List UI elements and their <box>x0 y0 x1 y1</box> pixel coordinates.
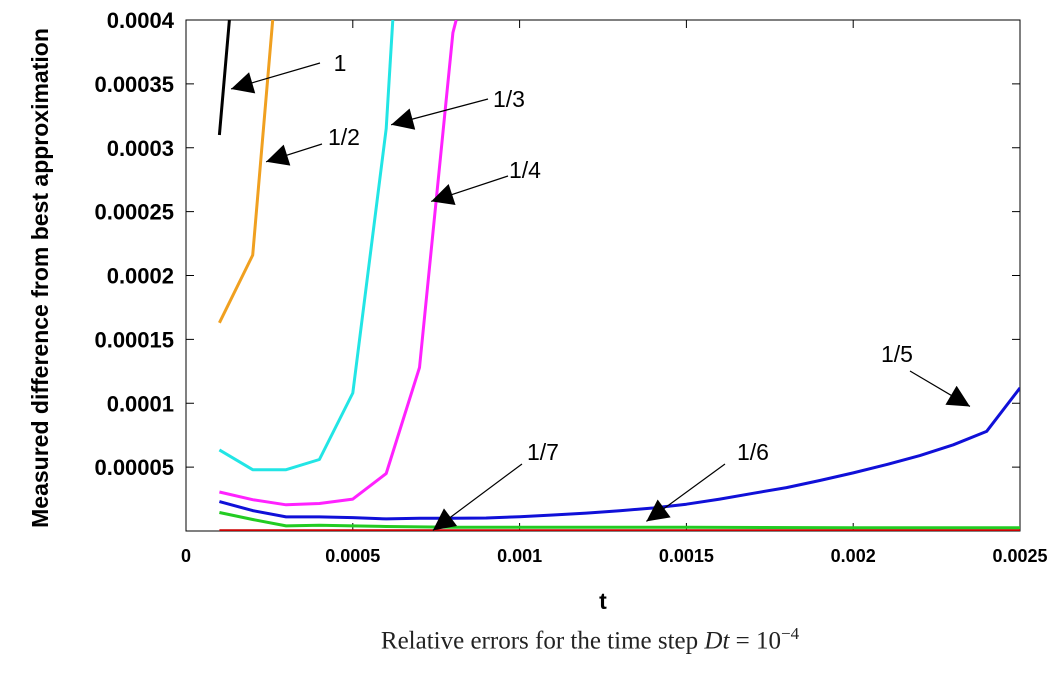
y-tick-label: 0.0001 <box>107 391 174 416</box>
figure-caption: Relative errors for the time step Dt = 1… <box>0 624 1064 655</box>
x-tick-label: 0 <box>181 546 191 566</box>
y-tick-label: 0.0004 <box>107 8 175 33</box>
x-tick-label: 0.0015 <box>659 546 714 566</box>
annotation-label: 1/3 <box>493 86 525 112</box>
annotation-arrow <box>230 62 321 94</box>
plot-frame <box>185 19 1021 532</box>
annotation-label: 1/4 <box>509 157 541 183</box>
annotation-arrow <box>909 370 971 407</box>
series-line-4 <box>219 20 458 507</box>
caption-prefix: Relative errors for the time step <box>380 627 705 655</box>
ticks: 0 0.0005 0.001 0.0015 0.002 0.0025 0.00005 0.00… <box>94 8 1047 566</box>
annotation-arrow <box>432 463 523 531</box>
annotation-arrow <box>265 143 323 166</box>
y-tick-label: 0.0002 <box>107 264 174 289</box>
annotation-label: 1/7 <box>527 439 559 465</box>
series-line-1 <box>217 20 231 136</box>
series-line-5 <box>219 386 1020 521</box>
caption-equals: = 10 <box>729 627 781 655</box>
y-tick-label: 0.00035 <box>94 72 174 97</box>
annotation-label: 1/2 <box>328 124 360 150</box>
x-tick-label: 0.001 <box>497 546 542 566</box>
annotations: 1 1/2 1/3 1/4 1/5 1/6 1/7 <box>230 50 971 531</box>
series-line-3 <box>218 20 395 472</box>
x-tick-label: 0.0025 <box>992 546 1047 566</box>
plot-area <box>185 19 1021 532</box>
series-line-6 <box>219 511 1020 530</box>
y-tick-label: 0.0003 <box>107 136 174 161</box>
x-tick-label: 0.002 <box>831 546 876 566</box>
annotation-arrow <box>391 98 489 130</box>
caption-variable: Dt <box>704 627 730 655</box>
y-tick-label: 0.00025 <box>94 200 174 225</box>
annotation-label: 1 <box>334 50 347 76</box>
series-layer <box>217 20 1020 531</box>
x-tick-label: 0.0005 <box>325 546 380 566</box>
y-tick-label: 0.00015 <box>94 327 174 352</box>
annotation-arrow <box>646 463 726 522</box>
annotation-label: 1/5 <box>881 341 913 367</box>
annotation-arrow <box>431 175 509 205</box>
caption-exponent: −4 <box>781 624 800 643</box>
y-axis-label: Measured difference from best approximat… <box>27 28 53 528</box>
series-line-2 <box>218 20 275 324</box>
y-tick-label: 0.00005 <box>94 455 174 480</box>
x-axis-label: t <box>599 588 607 614</box>
annotation-label: 1/6 <box>737 439 769 465</box>
